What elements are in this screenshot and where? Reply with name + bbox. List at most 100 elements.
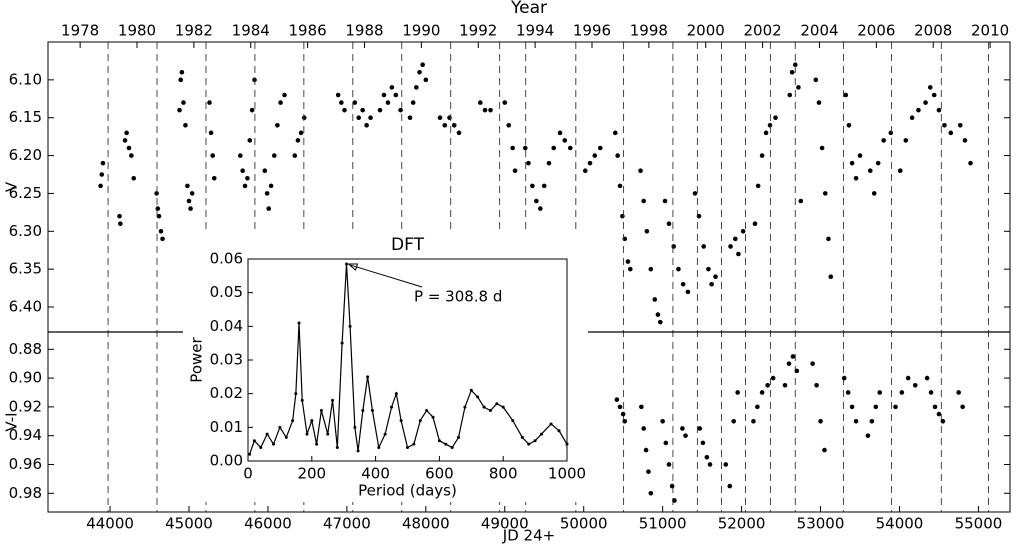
dft-point [335,446,339,450]
y-tick-label: 0.88 [9,340,42,358]
data-point [644,228,650,234]
data-point [819,145,825,151]
data-point [798,198,804,204]
x2-tick-label: 1984 [232,22,270,40]
dft-point [310,419,314,423]
dft-point [272,442,276,446]
x-tick-label: 54000 [876,515,924,533]
data-point [792,62,798,68]
data-point [292,153,298,158]
dft-point [412,442,416,446]
data-point [126,145,132,151]
data-point [342,107,347,113]
dft-point [488,409,492,412]
data-point [666,221,672,227]
dft-point [366,375,370,379]
data-point [706,266,711,272]
dft-point [331,398,335,402]
data-point [940,418,946,424]
data-point [639,404,644,410]
data-point [692,191,698,196]
y-tick-label: 0.90 [9,369,42,387]
data-point [181,100,186,105]
data-point [662,198,668,204]
x-tick-label: 53000 [797,515,845,533]
data-point [960,404,965,410]
x2-tick-label: 1982 [175,22,213,40]
data-point [124,130,129,136]
data-point [98,183,103,189]
data-point [278,100,283,105]
data-point [482,107,488,113]
x-tick-label: 52000 [718,515,766,533]
data-point [709,281,714,287]
data-point [875,160,881,166]
y-tick-label: 6.20 [9,146,42,164]
data-point [551,145,557,151]
data-point [680,281,686,287]
data-point [356,115,362,121]
data-point [759,390,765,395]
data-point [502,100,508,105]
data-point [923,100,928,105]
dft-point [527,442,531,446]
data-point [765,382,770,388]
x2-tick-label: 2002 [744,22,782,40]
dft-point [370,409,374,412]
data-point [865,433,871,438]
data-point [782,382,788,388]
data-point [893,404,898,410]
dft-point [549,422,553,426]
data-point [360,107,365,113]
data-point [789,69,795,75]
data-point [786,361,792,366]
x2-tick-label: 2010 [971,22,1009,40]
data-point [423,77,429,83]
data-point [646,469,651,474]
data-point [657,319,663,325]
data-point [787,92,793,98]
dft-point [383,432,387,436]
data-point [680,426,685,431]
data-point [728,244,733,249]
x2-tick-label: 1978 [61,22,99,40]
dft-point [278,425,282,429]
data-point [727,483,733,489]
data-point [928,390,934,395]
dft-point [469,388,473,392]
data-point [189,191,195,196]
data-point [210,153,215,158]
data-point [843,92,849,98]
x-tick-label: 400 [361,465,390,483]
data-point [512,168,518,174]
dft-point [463,405,467,409]
data-point [666,462,672,467]
data-point [643,447,649,453]
data-point [245,175,250,181]
dft-point [326,432,330,436]
x-tick-label: 46000 [244,515,292,533]
data-point [846,122,852,128]
data-point [368,115,373,121]
x-tick-label: 45000 [165,515,213,533]
data-point [648,490,654,496]
x-tick-label: 0 [243,465,253,483]
x2-tick-label: 1990 [402,22,440,40]
data-point [131,175,137,181]
data-point [707,462,713,467]
data-point [770,375,776,381]
x2-axis-label: Year [510,0,547,18]
data-point [526,160,531,166]
data-point [916,107,921,113]
data-point [790,354,796,359]
dft-point [482,405,486,409]
data-point [822,191,828,196]
y-tick-label: 6.30 [9,222,42,240]
data-point [704,454,710,460]
data-point [488,107,493,113]
dft-point [356,449,360,453]
data-point [442,122,448,128]
data-point [456,130,462,136]
y-tick-label: 0.02 [210,384,243,402]
x-tick-label: 200 [297,465,326,483]
